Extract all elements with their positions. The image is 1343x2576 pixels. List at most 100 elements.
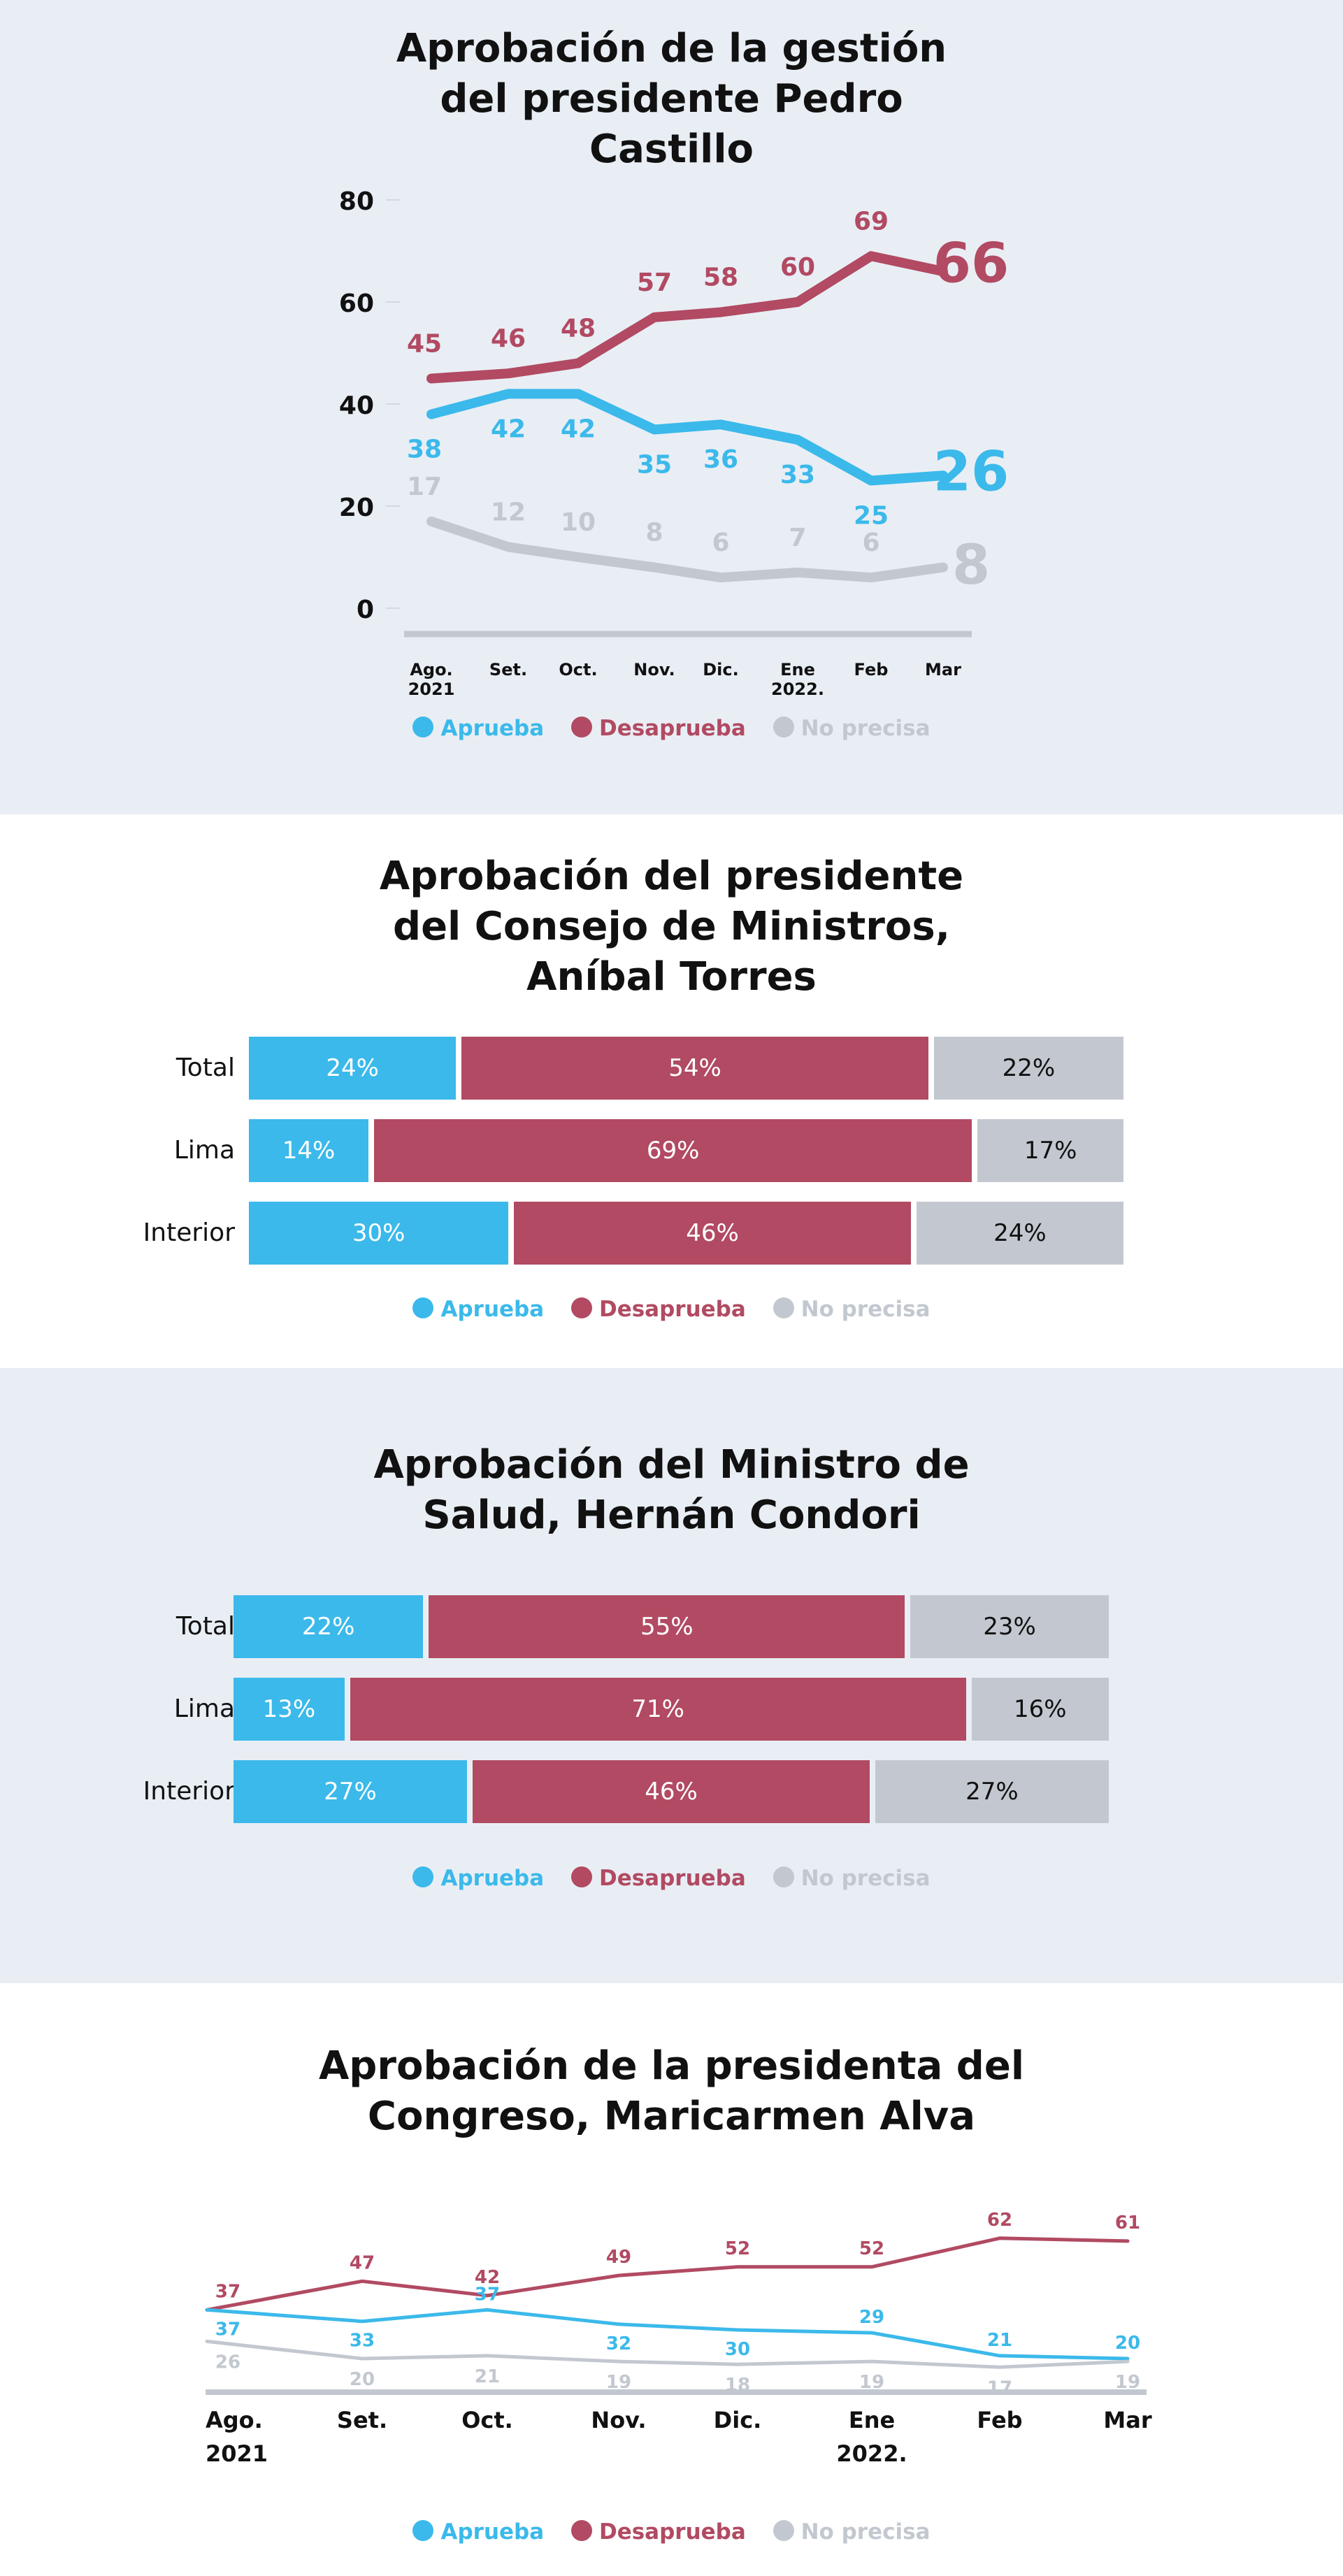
bar-segment-desaprueba: 69% [374, 1119, 972, 1182]
legend-label-no-precisa: No precisa [800, 1865, 931, 1891]
legend-item-no-precisa: No precisa [773, 716, 931, 741]
chart2-title-line: del Consejo de Ministros, [392, 904, 950, 949]
data-label-aprueba: 35 [637, 451, 672, 480]
x-tick-label: Ago. [206, 2407, 263, 2433]
chart3-legend: Aprueba Desaprueba No precisa [0, 1864, 1343, 1891]
x-tick-label: 2022. [771, 679, 824, 699]
data-label-desaprueba: 62 [987, 2210, 1012, 2231]
bar-row: Total 24% 54% 22% [0, 1037, 1343, 1100]
castillo-line-chart: 0 20 40 60 80 Ago.2021 Set. Oct. Nov. Dic. Ene2022… [339, 187, 1010, 699]
legend-dot-desaprueba [570, 1866, 592, 1887]
data-label-aprueba: 32 [606, 2333, 631, 2354]
data-label-desaprueba: 69 [854, 207, 889, 236]
legend-dot-no-precisa [773, 717, 794, 737]
torres-bar-chart: Total 24% 54% 22% Lima 14% 69% 17% Interior 30% 46… [0, 1037, 1343, 1281]
y-tick-label: 0 [357, 596, 374, 624]
x-tick-label: Set. [337, 2407, 387, 2433]
x-tick-label: Dic. [714, 2407, 762, 2433]
legend-dot-no-precisa [773, 1866, 794, 1887]
legend-dot-aprueba [412, 1297, 434, 1318]
data-label-aprueba: 20 [1115, 2333, 1140, 2354]
data-label-desaprueba: 45 [407, 330, 442, 359]
chart1-title-line: Aprobación de la gestión [396, 26, 947, 71]
legend-item-desaprueba: Desaprueba [570, 1297, 746, 1322]
bar-segment-desaprueba: 46% [514, 1202, 911, 1265]
chart1-title-line: del presidente Pedro [440, 76, 903, 122]
x-tick-label: Nov. [591, 2407, 646, 2433]
bar-segment-no_precisa: 16% [971, 1678, 1109, 1741]
data-label-desaprueba: 66 [933, 233, 1010, 296]
bar-segment-no_precisa: 23% [910, 1595, 1109, 1658]
data-label-no_precisa: 19 [606, 2372, 631, 2393]
torres-approval-panel: Aprobación del presidente del Consejo de… [0, 814, 1343, 1368]
data-label-desaprueba: 49 [606, 2247, 631, 2268]
series-line-aprueba [426, 389, 948, 486]
data-label-desaprueba: 47 [350, 2252, 375, 2273]
legend-label-no-precisa: No precisa [800, 2519, 931, 2545]
bar-category-label: Total [175, 1612, 235, 1641]
chart3-title-line: Aprobación del Ministro de [373, 1442, 970, 1488]
legend-label-desaprueba: Desaprueba [598, 2519, 746, 2545]
legend-dot-no-precisa [773, 2520, 794, 2541]
bar-row: Lima 13% 71% 16% [0, 1678, 1343, 1741]
data-label-no_precisa: 8 [645, 519, 663, 547]
data-label-aprueba: 21 [987, 2330, 1012, 2351]
legend-item-desaprueba: Desaprueba [570, 1865, 746, 1891]
data-label-desaprueba: 42 [475, 2267, 500, 2288]
legend-dot-aprueba [412, 2520, 434, 2541]
chart1-legend: Aprueba Desaprueba No precisa [0, 714, 1343, 741]
x-tick-label: Set. [489, 660, 527, 679]
bar-segment-no_precisa: 22% [933, 1037, 1123, 1100]
data-label-no_precisa: 17 [407, 473, 442, 501]
series-line-desaprueba [205, 2236, 1130, 2312]
data-label-aprueba: 30 [725, 2339, 750, 2360]
bar-segment-aprueba: 22% [234, 1595, 424, 1658]
castillo-approval-panel: Aprobación de la gestión del presidente … [0, 0, 1343, 814]
bar-segment-no_precisa: 17% [977, 1119, 1123, 1182]
series-line-no_precisa [426, 516, 948, 583]
chart1-title: Aprobación de la gestión del presidente … [0, 24, 1343, 175]
chart2-title: Aprobación del presidente del Consejo de… [0, 851, 1343, 1002]
data-label-aprueba: 36 [703, 445, 738, 474]
data-label-no_precisa: 7 [789, 524, 806, 552]
x-tick-label: Mar [1103, 2407, 1151, 2433]
data-label-no_precisa: 26 [215, 2352, 240, 2373]
bar-segment-desaprueba: 55% [429, 1595, 905, 1658]
chart1-title-line: Castillo [589, 127, 754, 172]
legend-label-desaprueba: Desaprueba [598, 1865, 746, 1891]
chart2-title-line: Aníbal Torres [526, 954, 817, 1000]
bar-segment-no_precisa: 24% [916, 1202, 1123, 1265]
chart2-title-line: Aprobación del presidente [379, 854, 964, 899]
bar-category-label: Interior [143, 1218, 235, 1247]
legend-label-no-precisa: No precisa [800, 1296, 931, 1322]
data-label-aprueba: 38 [407, 436, 442, 464]
chart4-title-line: Aprobación de la presidenta del [318, 2043, 1025, 2089]
legend-item-desaprueba: Desaprueba [570, 2519, 746, 2545]
bar-category-label: Total [175, 1053, 235, 1082]
condori-bar-chart: Total 22% 55% 23% Lima 13% 71% 16% Interior 27% 46… [0, 1595, 1343, 1840]
series-line-aprueba [205, 2308, 1130, 2361]
x-tick-label: Ago. [410, 660, 452, 679]
legend-label-aprueba: Aprueba [440, 715, 545, 741]
data-label-no_precisa: 10 [561, 508, 596, 537]
data-label-no_precisa: 20 [350, 2369, 375, 2390]
data-label-desaprueba: 52 [725, 2238, 750, 2259]
chart3-title-line: Salud, Hernán Condori [422, 1492, 921, 1538]
x-tick-label: 2021 [206, 2440, 268, 2467]
chart4-title-line: Congreso, Maricarmen Alva [367, 2094, 976, 2139]
series-line-desaprueba [426, 251, 948, 384]
x-tick-label: Dic. [703, 660, 739, 679]
x-tick-label: 2021 [408, 679, 455, 699]
data-label-no_precisa: 19 [1115, 2372, 1140, 2393]
data-label-no_precisa: 12 [491, 498, 526, 526]
y-tick-label: 40 [339, 391, 374, 420]
bar-category-label: Lima [173, 1136, 235, 1165]
x-tick-label: Oct. [559, 660, 597, 679]
legend-dot-aprueba [412, 1866, 434, 1887]
x-tick-label: Mar [925, 660, 961, 679]
data-label-desaprueba: 61 [1115, 2212, 1140, 2233]
data-label-aprueba: 42 [561, 415, 596, 443]
bar-segment-desaprueba: 71% [350, 1678, 966, 1741]
data-label-desaprueba: 58 [703, 264, 738, 292]
